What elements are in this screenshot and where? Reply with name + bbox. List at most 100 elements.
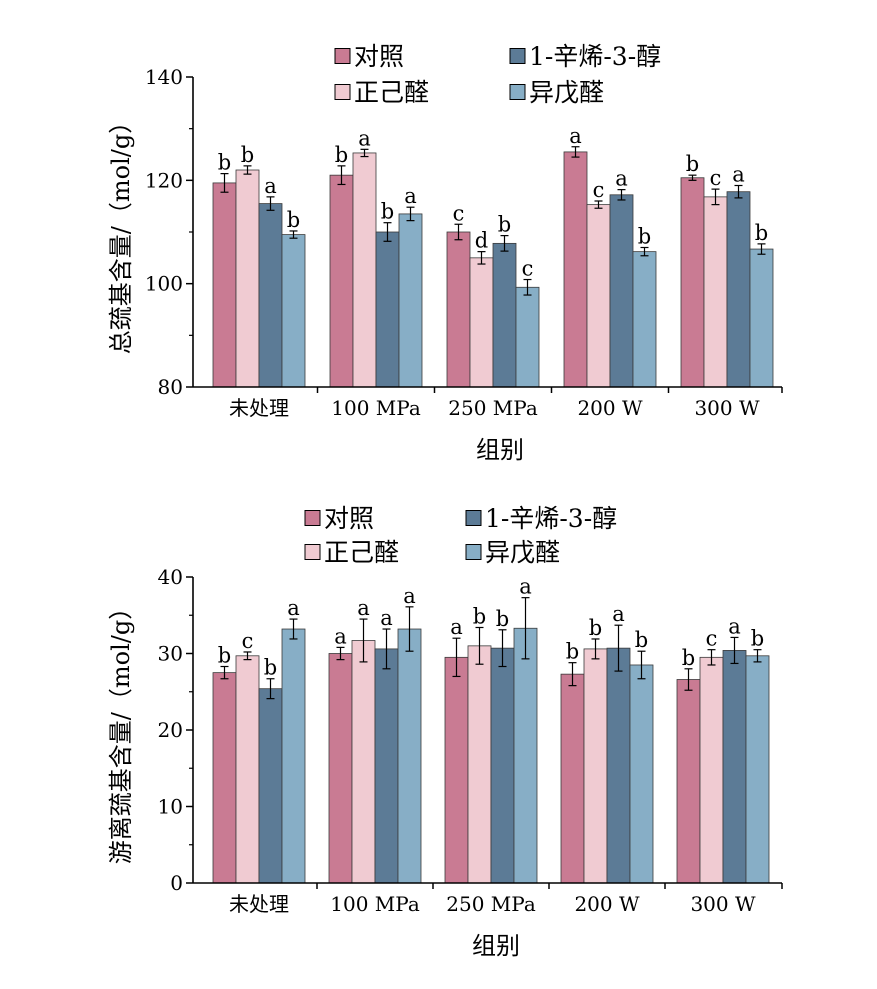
bar-1-1 [212, 182, 237, 388]
bar-1-2 [328, 653, 353, 884]
bar-2-4 [586, 204, 611, 388]
legend-label-3: 1-辛烯-3-醇 [529, 42, 661, 71]
sig-letter-2-2: a [358, 126, 371, 150]
sig-letter-3-2: b [381, 200, 394, 224]
legend-swatch-3 [465, 510, 482, 526]
bar-1-5 [680, 177, 705, 388]
sig-letter-2-5: c [710, 166, 722, 190]
bar-1-5 [676, 679, 701, 884]
bar-1-1 [212, 672, 237, 884]
bar-3-5 [726, 191, 751, 388]
bar-2-5 [703, 196, 728, 388]
sig-letter-1-2: a [334, 624, 347, 648]
legend-label-4: 异戊醛 [529, 78, 604, 107]
bar-1-3 [444, 656, 469, 884]
sig-letter-3-1: a [264, 174, 277, 198]
bar-1-4 [563, 151, 588, 388]
legend-swatch-3 [509, 48, 526, 64]
sig-letter-3-3: b [498, 213, 511, 237]
bar-3-4 [609, 194, 634, 388]
bar-2-4 [583, 648, 608, 884]
legend-label-4: 异戊醛 [485, 538, 560, 567]
sig-letter-1-2: b [335, 143, 348, 167]
sig-letter-1-3: c [453, 201, 465, 225]
sig-letter-1-5: b [682, 646, 695, 670]
legend-swatch-4 [465, 544, 482, 560]
legend-label-2: 正己醛 [324, 538, 399, 567]
legend-swatch-2 [334, 84, 351, 100]
sig-letter-3-5: a [728, 614, 741, 638]
bar-2-3 [467, 645, 492, 884]
x-tick-label-2: 100 MPa [331, 396, 421, 420]
sig-letter-4-2: a [404, 184, 417, 208]
sig-letter-1-5: b [686, 152, 699, 176]
y-tick-label-4: 140 [145, 65, 183, 89]
y-tick-label-3: 120 [145, 168, 183, 192]
bar-2-2 [351, 640, 376, 884]
bar-2-5 [699, 656, 724, 884]
x-tick-label-2: 100 MPa [330, 892, 420, 916]
bar-3-5 [722, 650, 747, 884]
sig-letter-1-1: b [218, 644, 231, 668]
y-tick-label-2: 10 [158, 795, 183, 819]
sig-letter-2-4: c [593, 178, 605, 202]
sig-letter-1-1: b [218, 151, 231, 175]
bar-4-5 [745, 655, 770, 884]
y-tick-label-3: 20 [158, 718, 183, 742]
bar-4-4 [632, 251, 657, 388]
y-axis-title: 游离巯基含量/（mol/g） [107, 596, 135, 864]
sig-letter-3-1: b [264, 656, 277, 680]
x-tick-label-4: 200 W [577, 396, 643, 420]
legend-swatch-1 [334, 48, 351, 64]
bar-3-1 [258, 688, 283, 884]
sig-letter-4-1: b [287, 208, 300, 232]
bar-4-4 [629, 664, 654, 884]
sig-letter-3-2: a [380, 606, 393, 630]
sig-letter-4-1: a [287, 596, 300, 620]
bar-4-2 [397, 628, 422, 884]
legend-label-1: 对照 [324, 504, 374, 533]
x-tick-label-4: 200 W [574, 892, 640, 916]
sig-letter-4-5: b [751, 627, 764, 651]
bar-4-3 [515, 286, 540, 388]
sig-letter-2-3: b [473, 604, 486, 628]
bar-1-4 [560, 673, 585, 884]
y-tick-label-4: 30 [158, 642, 183, 666]
sig-letter-3-4: a [612, 602, 625, 626]
bar-4-3 [513, 627, 538, 884]
sig-letter-1-4: a [569, 124, 582, 148]
y-axis-title: 总巯基含量/（mol/g） [107, 110, 135, 354]
sig-letter-1-4: b [566, 640, 579, 664]
x-tick-label-3: 250 MPa [448, 396, 538, 420]
bar-4-2 [398, 213, 423, 388]
sig-letter-4-2: a [403, 584, 416, 608]
sig-letter-4-5: b [755, 221, 768, 245]
x-tick-label-5: 300 W [690, 892, 756, 916]
x-tick-label-1: 未处理 [229, 396, 289, 420]
bar-1-2 [329, 174, 354, 388]
x-tick-label-5: 300 W [694, 396, 760, 420]
bar-3-4 [606, 647, 631, 884]
y-tick-label-5: 40 [158, 565, 183, 589]
bar-3-3 [490, 647, 515, 884]
y-tick-label-1: 0 [170, 871, 183, 895]
y-tick-label-1: 80 [158, 375, 183, 399]
legend-swatch-1 [304, 510, 321, 526]
x-axis-title: 组别 [476, 436, 524, 464]
legend-swatch-4 [509, 84, 526, 100]
sig-letter-2-1: b [241, 143, 254, 167]
bar-3-2 [375, 231, 400, 388]
sig-letter-4-4: b [638, 225, 651, 249]
sig-letter-4-3: a [519, 575, 532, 599]
bar-2-1 [235, 169, 260, 388]
x-axis-title: 组别 [472, 932, 520, 960]
bar-1-3 [446, 231, 471, 388]
sig-letter-3-5: a [732, 163, 745, 187]
x-tick-label-1: 未处理 [229, 892, 289, 916]
bar-2-3 [469, 257, 494, 388]
sig-letter-3-3: b [496, 607, 509, 631]
legend-label-3: 1-辛烯-3-醇 [485, 504, 617, 533]
bar-4-1 [281, 234, 306, 388]
legend-swatch-2 [304, 544, 321, 560]
